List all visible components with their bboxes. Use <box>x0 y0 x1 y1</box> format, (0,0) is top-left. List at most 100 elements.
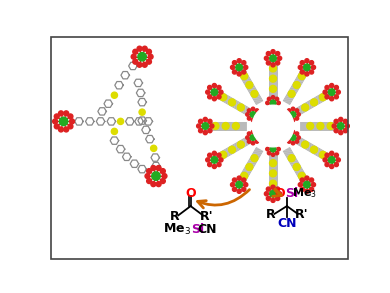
Circle shape <box>251 142 255 145</box>
Circle shape <box>287 132 291 135</box>
Circle shape <box>147 59 151 64</box>
Circle shape <box>236 181 243 188</box>
Circle shape <box>244 183 248 187</box>
Circle shape <box>293 163 300 171</box>
Circle shape <box>334 153 339 157</box>
Circle shape <box>255 117 259 120</box>
Circle shape <box>251 155 258 162</box>
Circle shape <box>310 99 317 106</box>
Circle shape <box>298 172 305 179</box>
Circle shape <box>305 72 309 76</box>
Circle shape <box>291 130 295 134</box>
Circle shape <box>343 129 347 133</box>
Circle shape <box>203 131 207 135</box>
Circle shape <box>269 65 277 72</box>
Circle shape <box>238 104 244 111</box>
Text: O: O <box>275 187 285 200</box>
Circle shape <box>237 176 241 180</box>
Circle shape <box>275 97 279 101</box>
Circle shape <box>250 135 256 140</box>
Circle shape <box>310 61 314 65</box>
Circle shape <box>54 114 59 119</box>
Circle shape <box>232 187 237 191</box>
Circle shape <box>58 127 64 132</box>
Circle shape <box>290 135 296 140</box>
Circle shape <box>270 100 276 106</box>
Circle shape <box>287 109 291 112</box>
Circle shape <box>337 123 344 129</box>
Circle shape <box>217 153 221 157</box>
Circle shape <box>156 166 161 171</box>
Circle shape <box>232 70 237 74</box>
Circle shape <box>247 140 251 143</box>
Circle shape <box>247 132 251 135</box>
Circle shape <box>269 75 277 82</box>
Circle shape <box>207 86 212 90</box>
Circle shape <box>138 52 146 61</box>
Circle shape <box>237 72 241 76</box>
Circle shape <box>69 119 74 124</box>
Circle shape <box>251 107 255 111</box>
Text: R': R' <box>295 208 308 221</box>
Circle shape <box>330 84 334 88</box>
Circle shape <box>271 96 275 99</box>
Circle shape <box>271 50 275 54</box>
Circle shape <box>291 118 295 122</box>
Circle shape <box>334 129 338 133</box>
Circle shape <box>293 81 300 88</box>
Circle shape <box>288 90 295 97</box>
Circle shape <box>330 97 334 101</box>
Circle shape <box>202 123 209 129</box>
Circle shape <box>242 178 246 182</box>
Circle shape <box>319 151 326 158</box>
Circle shape <box>147 169 152 173</box>
Circle shape <box>152 172 160 180</box>
Circle shape <box>207 153 212 157</box>
Circle shape <box>305 59 309 63</box>
Circle shape <box>147 179 152 183</box>
Circle shape <box>160 169 165 173</box>
Circle shape <box>212 151 216 155</box>
Circle shape <box>286 136 289 139</box>
Circle shape <box>199 119 203 123</box>
Circle shape <box>246 81 253 88</box>
Circle shape <box>148 54 153 59</box>
Circle shape <box>244 65 248 69</box>
Circle shape <box>237 59 241 63</box>
Circle shape <box>156 182 161 187</box>
Circle shape <box>230 183 235 187</box>
Circle shape <box>295 140 299 143</box>
Circle shape <box>68 114 73 119</box>
Circle shape <box>217 95 221 99</box>
Circle shape <box>310 146 317 153</box>
Circle shape <box>297 113 300 116</box>
Circle shape <box>300 178 304 182</box>
Circle shape <box>303 181 310 188</box>
Circle shape <box>302 141 308 148</box>
Circle shape <box>288 155 295 162</box>
Circle shape <box>266 52 270 56</box>
Circle shape <box>277 101 280 105</box>
Circle shape <box>137 46 142 51</box>
Circle shape <box>58 111 64 116</box>
Circle shape <box>241 73 248 80</box>
Text: CN: CN <box>277 217 297 229</box>
Circle shape <box>246 136 249 139</box>
Text: Si: Si <box>191 223 204 236</box>
Circle shape <box>325 163 329 167</box>
Circle shape <box>53 119 58 124</box>
Circle shape <box>334 119 338 123</box>
Circle shape <box>131 54 136 59</box>
Circle shape <box>251 130 255 134</box>
Circle shape <box>276 187 280 191</box>
Circle shape <box>64 127 69 132</box>
Circle shape <box>59 117 68 126</box>
Circle shape <box>199 129 203 133</box>
Text: O: O <box>185 187 196 200</box>
Circle shape <box>251 90 258 97</box>
Text: R: R <box>170 209 179 223</box>
Circle shape <box>328 89 335 96</box>
Circle shape <box>160 179 165 183</box>
Circle shape <box>271 63 275 67</box>
Text: Me$_3$: Me$_3$ <box>163 222 191 237</box>
